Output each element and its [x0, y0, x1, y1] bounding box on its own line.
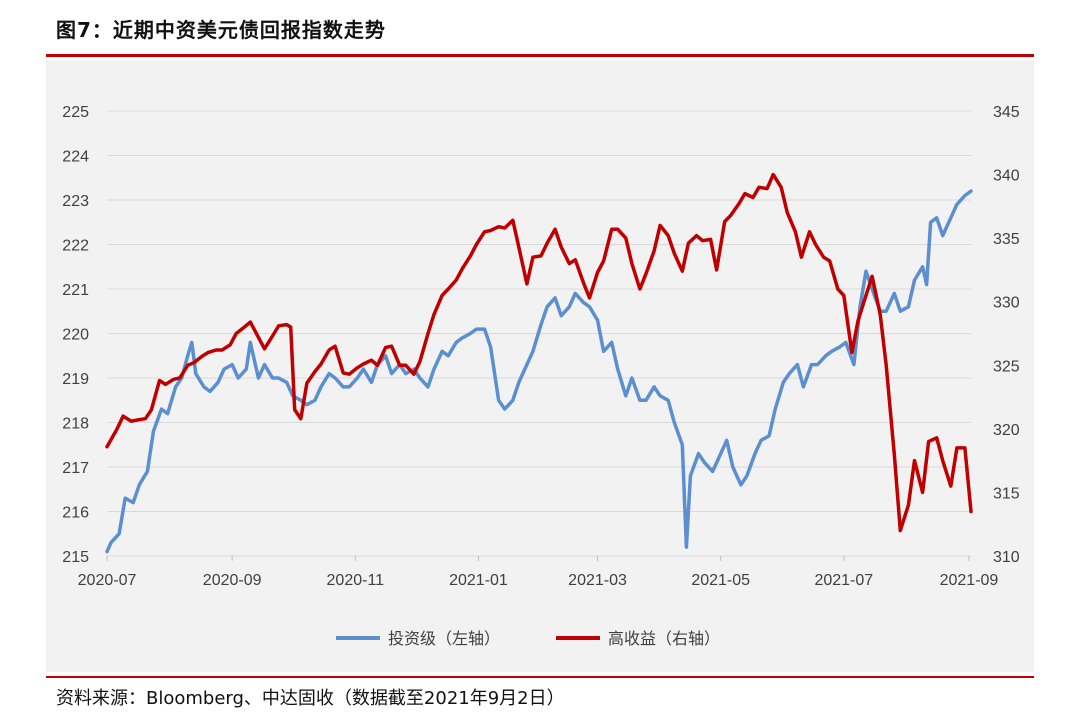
- investment-grade-line: [105, 189, 973, 554]
- figure-title: 图7：近期中资美元债回报指数走势: [56, 18, 386, 42]
- right-tick-label: 335: [993, 231, 1020, 248]
- right-tick-label: 320: [993, 422, 1020, 439]
- x-tick-label: 2021-01: [449, 572, 508, 589]
- x-tick-label: 2021-05: [691, 572, 750, 589]
- left-tick-label: 223: [62, 193, 89, 210]
- left-tick-label: 221: [62, 282, 89, 299]
- x-tick-label: 2021-09: [940, 572, 999, 589]
- legend-label: 高收益（右轴）: [608, 629, 720, 648]
- right-tick-label: 315: [993, 485, 1020, 502]
- left-tick-label: 222: [62, 238, 89, 255]
- chart-panel: 215 216 217 218 219 220 221 222 223 224 225 310 315…: [46, 60, 1034, 672]
- source-note: 资料来源：Bloomberg、中达固收（数据截至2021年9月2日）: [56, 688, 565, 709]
- x-tick-label: 2021-07: [814, 572, 873, 589]
- right-axis-ticks: 310 315 320 325 330 335 340 345: [993, 104, 1020, 566]
- left-axis-ticks: 215 216 217 218 219 220 221 222 223 224 225: [62, 104, 89, 566]
- left-tick-label: 220: [62, 327, 89, 344]
- right-tick-label: 340: [993, 168, 1020, 185]
- left-tick-label: 217: [62, 460, 89, 477]
- line-chart: 215 216 217 218 219 220 221 222 223 224 225 310 315…: [62, 104, 1020, 648]
- right-tick-label: 345: [993, 104, 1020, 121]
- left-tick-label: 224: [62, 149, 89, 166]
- top-rule: [46, 54, 1034, 57]
- high-yield-line: [105, 172, 973, 533]
- right-tick-label: 310: [993, 549, 1020, 566]
- left-tick-label: 225: [62, 104, 89, 121]
- x-axis-ticks: 2020-07 2020-09 2020-11 2021-01 2021-03 2021-…: [78, 572, 999, 589]
- series-lines: [105, 172, 973, 554]
- x-tick-label: 2020-11: [327, 572, 385, 589]
- bottom-rule: [46, 676, 1034, 678]
- left-tick-label: 219: [62, 371, 89, 388]
- legend-high-yield: 高收益（右轴）: [556, 629, 720, 648]
- left-tick-label: 218: [62, 416, 89, 433]
- left-tick-label: 215: [62, 549, 89, 566]
- left-tick-label: 216: [62, 505, 89, 522]
- legend: 投资级（左轴） 高收益（右轴）: [336, 629, 720, 648]
- legend-investment-grade: 投资级（左轴）: [336, 629, 500, 648]
- right-tick-label: 325: [993, 358, 1020, 375]
- right-tick-label: 330: [993, 295, 1020, 312]
- x-tick-label: 2020-09: [203, 572, 262, 589]
- x-tick-label: 2020-07: [78, 572, 137, 589]
- x-tick-label: 2021-03: [568, 572, 627, 589]
- legend-label: 投资级（左轴）: [388, 629, 500, 648]
